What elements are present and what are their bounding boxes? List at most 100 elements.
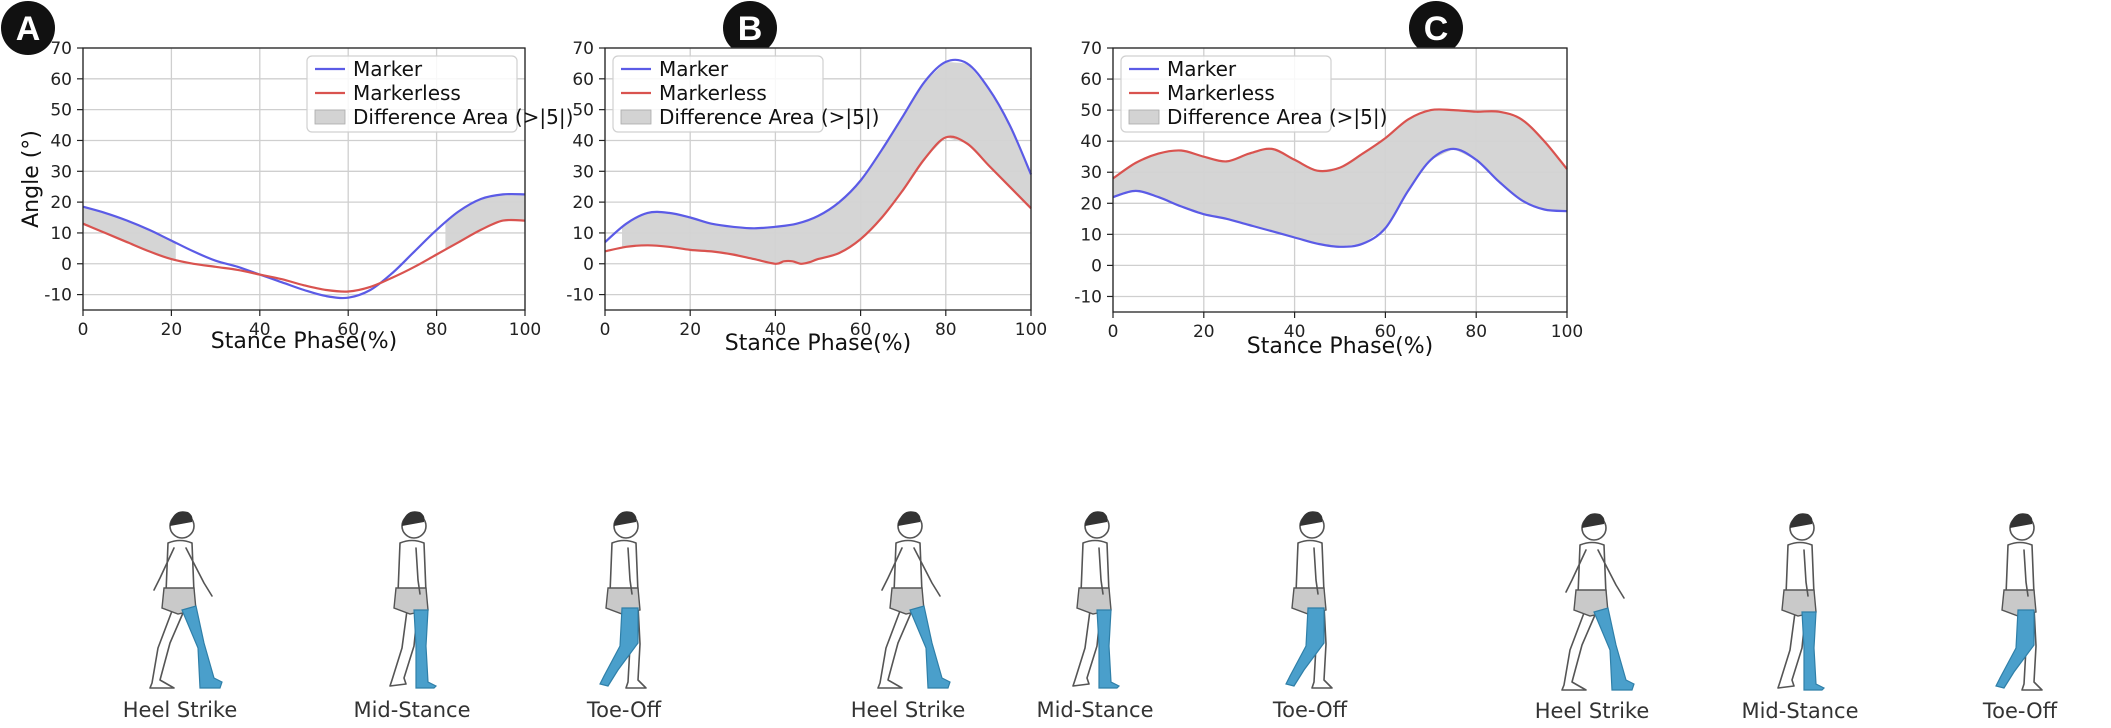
torso [165, 539, 195, 594]
highlighted-leg [413, 609, 438, 689]
y-tick-label: 60 [1080, 70, 1102, 90]
y-tick-label: 60 [50, 70, 72, 90]
x-tick-label: 40 [249, 320, 271, 340]
hair [614, 511, 637, 526]
legend-box [1120, 55, 1332, 133]
y-tick-label: 10 [1080, 225, 1102, 245]
y-tick-label: 20 [50, 193, 72, 213]
phase-label: Toe-Off [1982, 699, 2058, 723]
hair [1582, 513, 1605, 528]
panel-letter-c: C [1424, 10, 1449, 48]
highlighted-leg [1593, 607, 1635, 691]
difference-area [83, 206, 176, 261]
panel-letter-b: B [738, 10, 763, 48]
legend-box [306, 55, 518, 133]
y-axis-label: Angle (°) [19, 130, 44, 228]
highlighted-leg [1285, 607, 1325, 687]
chart-panel-b: 0 20 40 60 80 100 -10 0 10 20 30 40 50 60 70 Stance Pha… [566, 39, 1047, 356]
phase-label: Mid-Stance [353, 698, 470, 722]
y-tick-label: 0 [583, 255, 594, 275]
hair [2010, 513, 2033, 528]
legend-entry: Difference Area (>|5|) [353, 105, 573, 129]
x-tick-label: 80 [935, 320, 957, 340]
legend-entry: Markerless [1167, 81, 1275, 105]
markerless-series-line [604, 135, 1032, 265]
y-tick-label: 60 [572, 70, 594, 90]
x-tick-label: 80 [426, 320, 448, 340]
x-tick-label: 100 [1015, 320, 1047, 340]
legend-swatch-difference [620, 109, 652, 125]
highlighted-leg [1995, 609, 2035, 689]
hair [402, 511, 425, 526]
y-tick-label: 30 [1080, 163, 1102, 183]
highlighted-leg [599, 607, 639, 687]
phase-label: Heel Strike [851, 698, 966, 722]
y-tick-label: 20 [1080, 194, 1102, 214]
legend-entry: Markerless [353, 81, 461, 105]
arm [185, 547, 213, 597]
legend-entry: Marker [353, 57, 423, 81]
walking-figure-mid [389, 511, 438, 689]
x-tick-label: 100 [509, 320, 541, 340]
legend-entry: Marker [1167, 57, 1237, 81]
walking-figure-toe [599, 511, 647, 689]
marker-series-line [1112, 147, 1568, 248]
legend-entry: Markerless [659, 81, 767, 105]
walking-figure-heel [1561, 513, 1635, 691]
x-tick-label: 60 [850, 320, 872, 340]
x-axis-label: Stance Phase(%) [725, 331, 911, 356]
x-tick-label: 20 [1193, 322, 1215, 342]
arm [913, 547, 941, 597]
arm [1597, 549, 1625, 599]
hair [1790, 513, 1813, 528]
torso [2005, 541, 2035, 596]
hair [1085, 511, 1108, 526]
walking-figure-heel [877, 511, 951, 689]
torso [1295, 539, 1325, 594]
arm [1803, 549, 1809, 597]
x-tick-label: 40 [1284, 322, 1306, 342]
x-tick-label: 20 [679, 320, 701, 340]
x-tick-label: 60 [337, 320, 359, 340]
x-tick-label: 0 [78, 320, 89, 340]
y-tick-label: 70 [572, 39, 594, 59]
x-tick-label: 0 [1108, 322, 1119, 342]
arm [881, 547, 903, 591]
y-tick-label: 50 [50, 101, 72, 121]
walking-figure-heel [149, 511, 223, 689]
panel-badge-a: A [1, 1, 55, 55]
highlighted-leg [1096, 609, 1121, 689]
phase-label: Mid-Stance [1741, 699, 1858, 723]
arm [1565, 549, 1587, 593]
y-tick-label: 0 [1091, 256, 1102, 276]
hair [170, 511, 193, 526]
y-tick-label: -10 [566, 286, 594, 306]
plot-frame [1112, 47, 1568, 313]
y-tick-label: 40 [50, 131, 72, 151]
marker-series-line [82, 192, 526, 300]
y-tick-label: 30 [572, 162, 594, 182]
difference-area [622, 61, 1031, 264]
torso [397, 539, 427, 594]
walking-figure-mid [1072, 511, 1121, 689]
legend-entry: Marker [659, 57, 729, 81]
y-tick-label: 10 [50, 224, 72, 244]
highlighted-leg [181, 605, 223, 689]
y-tick-label: 40 [572, 131, 594, 151]
arm [415, 547, 421, 595]
legend-swatch-difference [1128, 109, 1160, 125]
phase-label: Heel Strike [1535, 699, 1650, 723]
x-axis-label: Stance Phase(%) [1247, 334, 1433, 359]
phase-label: Toe-Off [586, 698, 662, 722]
back-leg [149, 602, 187, 689]
x-tick-label: 100 [1551, 322, 1583, 342]
arm [1098, 547, 1104, 595]
arm [1313, 547, 1319, 595]
highlighted-leg [1801, 611, 1826, 691]
x-tick-label: 60 [1375, 322, 1397, 342]
walking-figure-toe [1285, 511, 1333, 689]
